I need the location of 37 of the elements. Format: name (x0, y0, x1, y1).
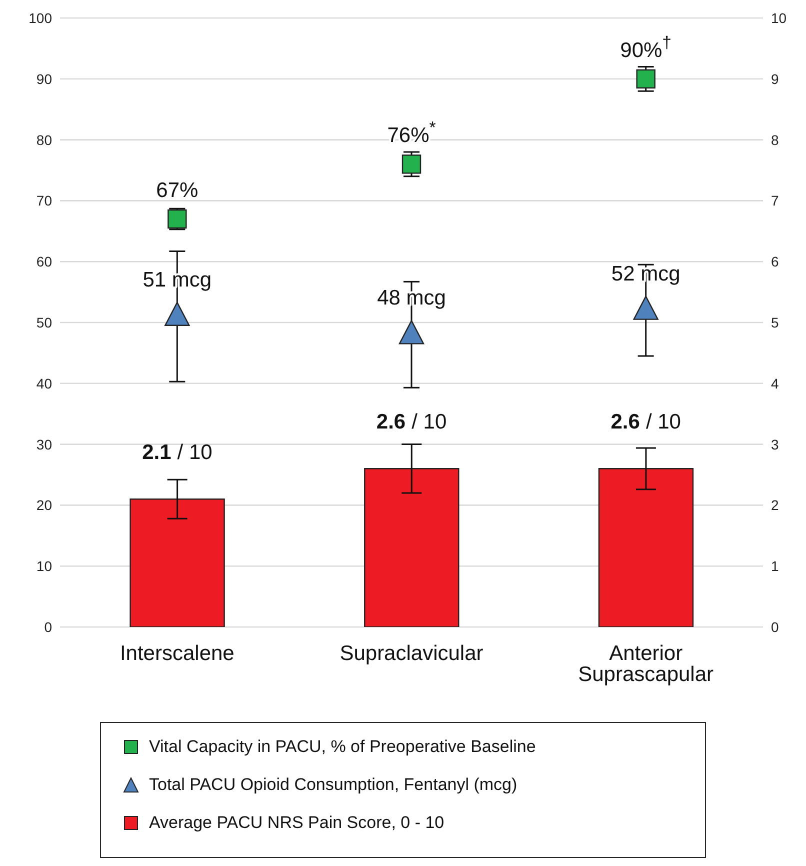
y2-tick-label: 4 (771, 375, 779, 392)
y-tick-label: 50 (36, 314, 52, 330)
y2-tick-label: 0 (771, 618, 779, 635)
y-tick-label: 20 (36, 497, 52, 514)
data-label: 2.6 (610, 410, 640, 434)
y-tick-label: 100 (28, 10, 52, 26)
y-tick-label: 40 (36, 375, 52, 392)
x-tick-label: Supraclavicular (340, 642, 484, 665)
y2-tick-label: 7 (771, 192, 779, 209)
y2-tick-label: 8 (771, 132, 779, 148)
y2-tick-label: 2 (771, 497, 779, 514)
y-tick-label: 70 (36, 192, 52, 209)
data-label: 76%$^{*}$ (387, 118, 436, 148)
y-tick-label: 30 (36, 436, 52, 452)
annotation: / 10 (412, 410, 447, 434)
legend-label: Average PACU NRS Pain Score, 0 - 10 (149, 813, 444, 833)
y2-tick-label: 5 (771, 314, 779, 330)
y2-tick-label: 9 (771, 70, 779, 87)
y-tick-label: 60 (36, 254, 52, 270)
y-tick-label: 10 (36, 558, 52, 574)
y-tick-label: 0 (44, 618, 52, 635)
annotation: / 10 (177, 441, 212, 464)
data-label: 2.6 (376, 410, 406, 434)
data-label: 90%$^{†}$ (620, 32, 672, 62)
legend-label: Total PACU Opioid Consumption, Fentanyl (mcg) (149, 775, 518, 795)
y-tick-label: 90 (36, 70, 52, 87)
y2-tick-label: 6 (771, 254, 779, 270)
data-label: 2.1 (142, 441, 172, 464)
x-tick-label: Interscalene (120, 642, 234, 665)
x-tick-label: Anterior Suprascapular (578, 642, 714, 686)
y-tick-label: 80 (36, 132, 52, 148)
legend-label: Vital Capacity in PACU, % of Preoperative Baseline (149, 737, 536, 757)
y2-tick-label: 1 (771, 558, 779, 574)
annotation: / 10 (646, 410, 681, 434)
y2-tick-label: 3 (771, 436, 779, 452)
data-label: 67% (156, 178, 198, 202)
y2-tick-label: 10 (771, 10, 787, 26)
